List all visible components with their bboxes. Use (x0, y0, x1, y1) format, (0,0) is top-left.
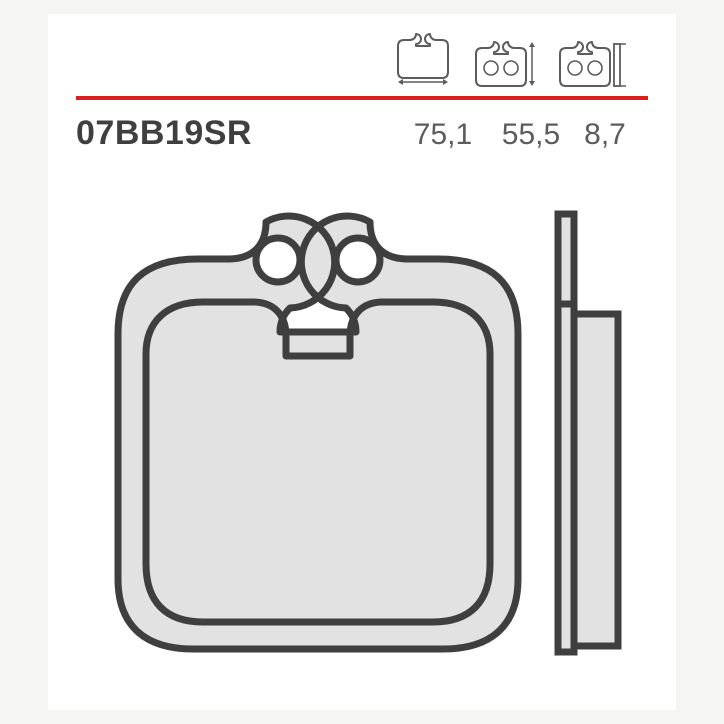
divider-rule (76, 96, 648, 100)
part-number: 07BB19SR (76, 114, 252, 153)
brake-pad-diagram (88, 204, 636, 664)
dimension-icons-row (392, 32, 628, 88)
product-card: 07BB19SR 75,1 55,5 8,7 (48, 14, 676, 710)
dimensions-group: 75,1 55,5 8,7 (398, 118, 636, 152)
width-icon (392, 32, 454, 88)
dim-width: 75,1 (398, 118, 488, 152)
dim-thickness: 8,7 (574, 118, 636, 152)
spec-row: 07BB19SR 75,1 55,5 8,7 (76, 114, 636, 153)
thickness-icon (554, 40, 628, 88)
height-icon (470, 40, 538, 88)
dim-height: 55,5 (488, 118, 574, 152)
